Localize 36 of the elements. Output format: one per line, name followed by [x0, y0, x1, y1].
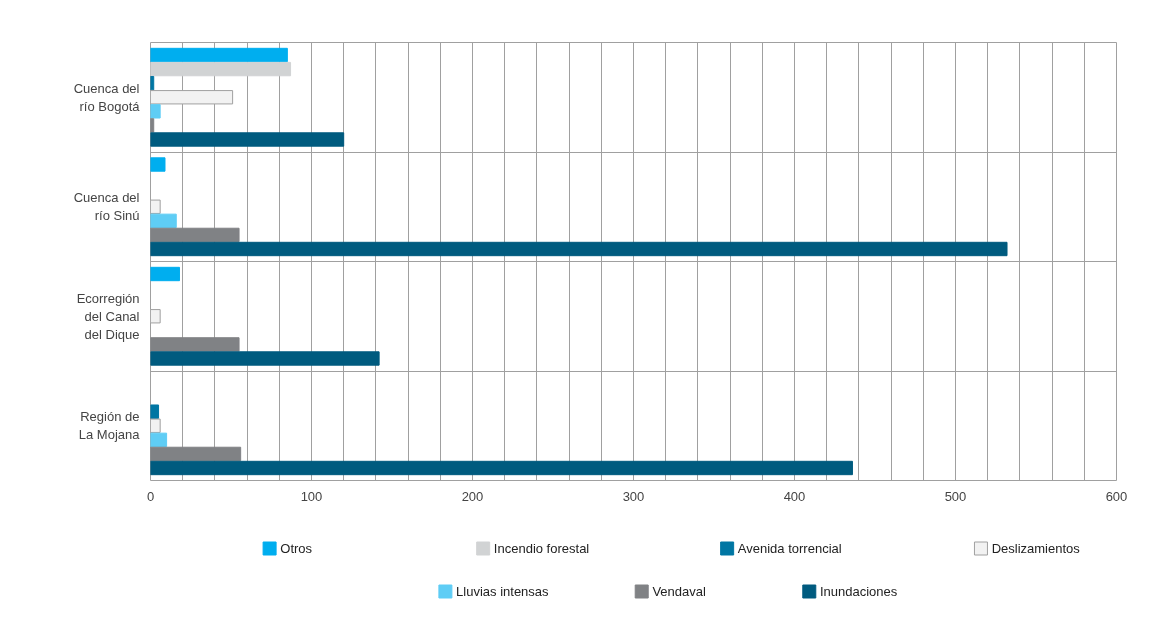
- x-tick-label: 100: [300, 488, 323, 504]
- bar: [150, 47, 288, 63]
- y-tick-label: Ecorregión del Canal del Dique: [76, 290, 140, 342]
- bar: [150, 157, 166, 172]
- bar: [150, 104, 161, 119]
- bar: [150, 227, 240, 243]
- bar: [150, 446, 242, 462]
- bar: [150, 351, 380, 366]
- legend-label: Lluvias intensas: [456, 584, 550, 599]
- legend-label: Otros: [280, 541, 313, 556]
- legend-label: Avenida torrencial: [737, 541, 842, 556]
- x-tick-label: 400: [783, 488, 806, 504]
- bar: [150, 266, 180, 282]
- y-tick-label: Cuenca del río Sinú: [73, 190, 140, 224]
- x-tick-label: 0: [146, 488, 155, 504]
- bar: [150, 309, 161, 324]
- bar: [150, 199, 161, 214]
- legend-label: Vendaval: [652, 584, 706, 599]
- bar: [150, 404, 160, 419]
- legend-label: Incendio forestal: [493, 541, 590, 556]
- bar: [150, 61, 292, 77]
- legend-label: Inundaciones: [819, 584, 898, 599]
- x-tick-label: 300: [622, 488, 645, 504]
- bar: [150, 213, 177, 229]
- y-tick-label: Cuenca del río Bogotá: [73, 80, 141, 114]
- x-tick-label: 500: [944, 488, 967, 504]
- bar: [150, 418, 161, 433]
- legend-label: Deslizamientos: [991, 541, 1081, 556]
- bar: [150, 460, 853, 476]
- y-tick-label: Región de La Mojana: [78, 409, 141, 443]
- bar: [150, 132, 345, 147]
- x-tick-label: 200: [461, 488, 484, 504]
- bar: [150, 432, 168, 448]
- bar: [150, 241, 1008, 257]
- bar: [150, 337, 240, 352]
- x-tick-label: 600: [1105, 488, 1128, 504]
